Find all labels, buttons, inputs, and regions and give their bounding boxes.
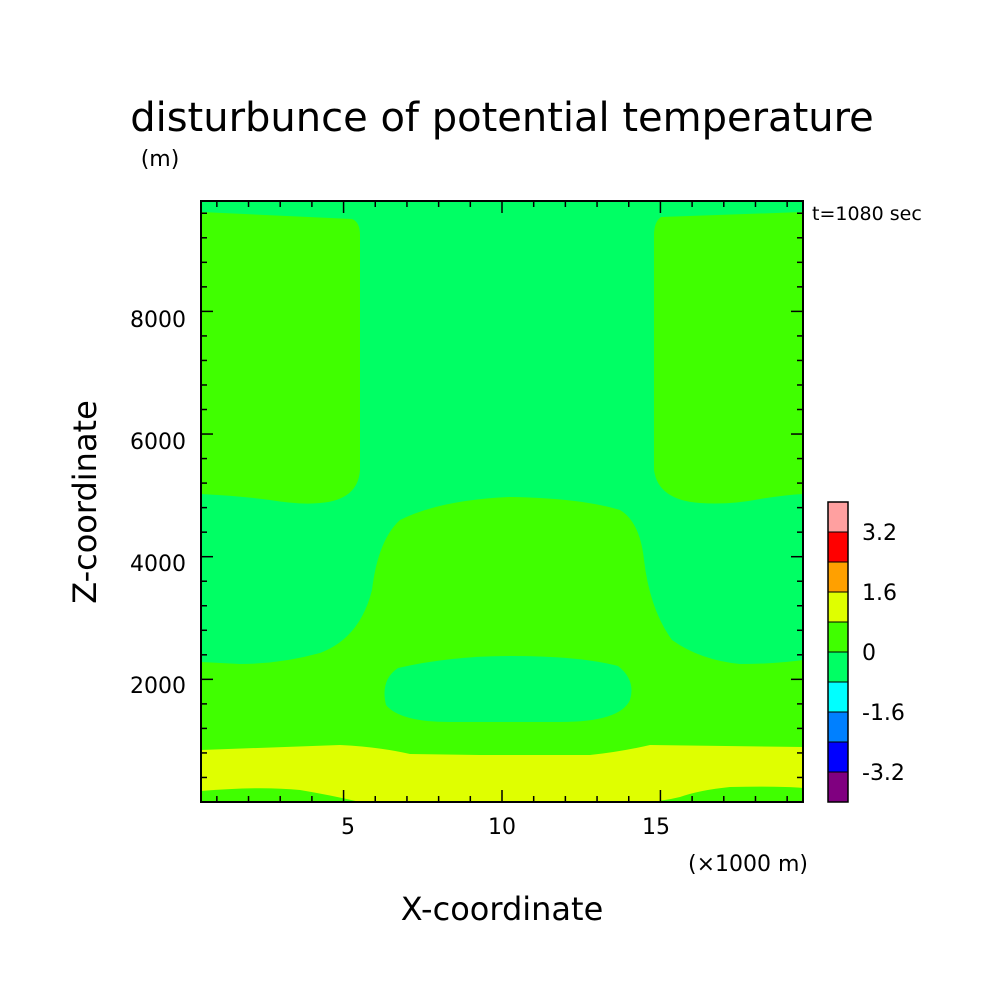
colorbar-segment [827,561,849,593]
colorbar-segment [827,741,849,773]
x-tick-label: 15 [642,815,670,840]
colorbar [827,501,849,803]
region-upper-right [654,212,803,504]
y-tick-label: 4000 [130,552,186,577]
region-inner-lens [384,656,632,722]
x-tick-label: 5 [341,815,355,840]
colorbar-labels: 3.2 1.6 0 -1.6 -3.2 [862,521,905,786]
colorbar-frame [827,501,849,803]
colorbar-tick-label: 1.6 [862,581,897,606]
x-axis-ticks [216,201,788,802]
colorbar-segment [827,531,849,563]
colorbar-segment [827,711,849,743]
y-tick-label: 8000 [130,308,186,333]
x-axis-label: X-coordinate [401,890,604,928]
y-tick-label: 2000 [130,674,186,699]
y-tick-label: 6000 [130,430,186,455]
y-axis-label: Z-coordinate [66,400,104,604]
colorbar-tick-label: 3.2 [862,521,897,546]
region-surface-band [201,745,803,802]
colorbar-segment [827,651,849,683]
time-label: t=1080 sec [812,203,922,225]
y-unit-label: (m) [141,147,180,172]
region-central-dome [201,497,803,802]
x-tick-label: 10 [488,815,516,840]
contour-fill [201,201,803,802]
colorbar-tick-label: 0 [862,641,876,666]
y-axis-ticks [201,212,803,779]
colorbar-tick-label: -1.6 [862,701,905,726]
colorbar-segment [827,621,849,653]
region-upper-left [201,212,360,504]
colorbar-segment [827,681,849,713]
colorbar-segment [827,501,849,533]
colorbar-segment [827,591,849,623]
x-unit-label: (×1000 m) [688,852,808,877]
colorbar-tick-label: -3.2 [862,761,905,786]
chart-title: disturbunce of potential temperature [130,95,874,141]
colorbar-segment [827,771,849,803]
